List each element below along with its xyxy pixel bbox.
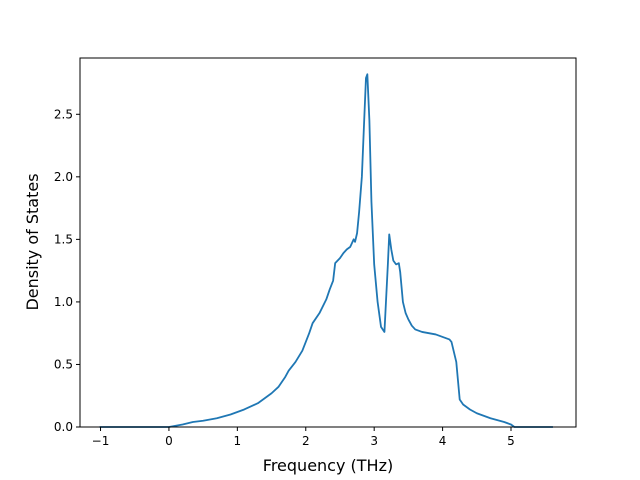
series-line-0: [99, 73, 553, 428]
x-tick-label: 0: [165, 434, 173, 448]
y-tick-label: 0.0: [54, 420, 73, 434]
x-tick-label: 1: [234, 434, 242, 448]
x-tick-label: 2: [302, 434, 310, 448]
x-axis-label: Frequency (THz): [263, 456, 393, 475]
y-axis-label: Density of States: [23, 173, 42, 310]
axes-frame: [79, 57, 577, 428]
x-axis-ticks: −1 0 1 2 3 4 5: [92, 427, 515, 448]
y-tick-label: 1.5: [54, 232, 73, 246]
x-tick-label: −1: [92, 434, 110, 448]
y-axis-ticks: 0.0 0.5 1.0 1.5 2.0 2.5: [54, 107, 80, 434]
y-tick-label: 0.5: [54, 357, 73, 371]
plot-area: [79, 57, 577, 428]
x-tick-label: 5: [507, 434, 515, 448]
y-tick-label: 2.5: [54, 107, 73, 121]
x-tick-label: 4: [439, 434, 447, 448]
x-tick-label: 3: [370, 434, 378, 448]
y-tick-label: 1.0: [54, 295, 73, 309]
y-tick-label: 2.0: [54, 170, 73, 184]
